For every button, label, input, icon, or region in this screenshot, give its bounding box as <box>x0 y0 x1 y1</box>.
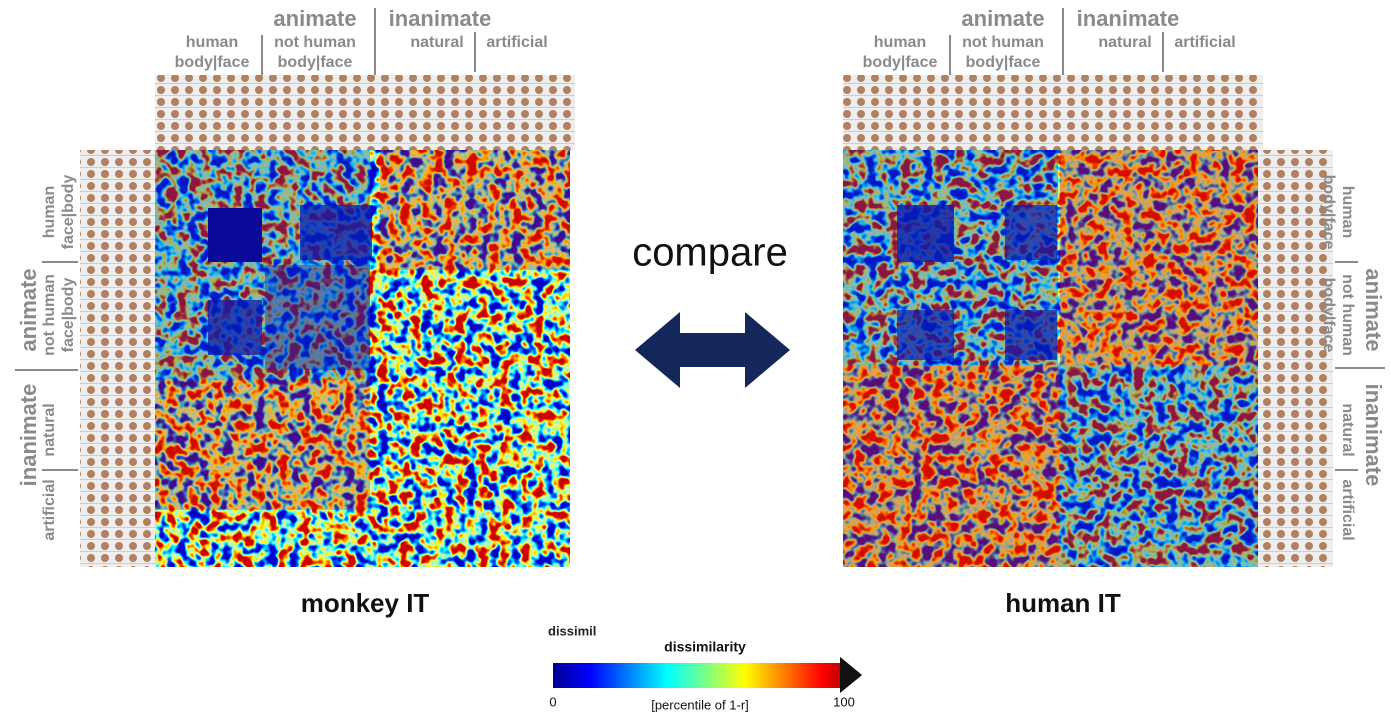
right-panel: animate inanimate human body|face not hu… <box>843 6 1386 618</box>
left-panel: animate inanimate human body|face not hu… <box>15 6 575 618</box>
label: natural <box>1098 34 1151 51</box>
label: human <box>1339 186 1356 238</box>
colorbar-gradient <box>553 657 862 693</box>
heatmap-block <box>843 365 1060 567</box>
label: body|face <box>863 54 938 71</box>
label: inanimate <box>1077 6 1180 31</box>
label: artificial <box>41 479 58 540</box>
heatmap-block <box>208 300 262 355</box>
label: not human <box>274 34 356 51</box>
colorbar: dissimil dissimilarity 0 100 [percentile… <box>548 623 862 712</box>
heatmap-block <box>897 310 954 360</box>
heatmap-block <box>380 150 570 270</box>
label: artificial <box>1339 479 1356 540</box>
label: human <box>874 34 926 51</box>
colorbar-min: 0 <box>549 694 556 709</box>
heatmap-block <box>1060 365 1258 567</box>
image-strip <box>155 75 575 150</box>
label: human <box>186 34 238 51</box>
heatmap-block <box>1060 150 1258 365</box>
label: natural <box>41 403 58 456</box>
heatmap-block <box>897 205 954 262</box>
label: face|body <box>60 278 77 353</box>
label: body|face <box>1320 278 1337 353</box>
panel-title: human IT <box>1005 588 1121 618</box>
heatmap-block <box>1005 310 1057 360</box>
heatmap-block <box>300 205 372 260</box>
label: body|face <box>966 54 1041 71</box>
label: artificial <box>1174 34 1235 51</box>
double-arrow <box>635 312 790 388</box>
colorbar-title: dissimilarity <box>664 639 746 655</box>
colorbar-max: 100 <box>833 694 855 709</box>
label: animate <box>273 6 356 31</box>
compare-label: compare <box>632 231 788 275</box>
heatmap-block <box>208 208 262 262</box>
cropped-label: dissimil <box>548 623 596 638</box>
image-strip <box>80 150 155 567</box>
heatmap-block <box>1005 205 1057 260</box>
label: natural <box>410 34 463 51</box>
label: inanimate <box>16 384 41 487</box>
figure: animate inanimate human body|face not hu… <box>0 0 1391 716</box>
label: human <box>41 186 58 238</box>
label: body|face <box>175 54 250 71</box>
colorbar-unit: [percentile of 1-r] <box>651 697 749 712</box>
label: animate <box>16 268 41 351</box>
label: animate <box>961 6 1044 31</box>
panel-title: monkey IT <box>301 588 430 618</box>
label: body|face <box>278 54 353 71</box>
label: not human <box>41 274 58 356</box>
heatmap-block <box>265 265 370 370</box>
label: not human <box>962 34 1044 51</box>
label: natural <box>1339 403 1356 456</box>
label: inanimate <box>1361 384 1386 487</box>
label: not human <box>1339 274 1356 356</box>
colorbar-arrow <box>840 657 862 693</box>
label: face|body <box>60 175 77 250</box>
label: body|face <box>1320 175 1337 250</box>
image-strip <box>843 75 1263 150</box>
label: artificial <box>486 34 547 51</box>
heatmap-block <box>155 380 370 510</box>
label: animate <box>1361 268 1386 351</box>
label: inanimate <box>389 6 492 31</box>
